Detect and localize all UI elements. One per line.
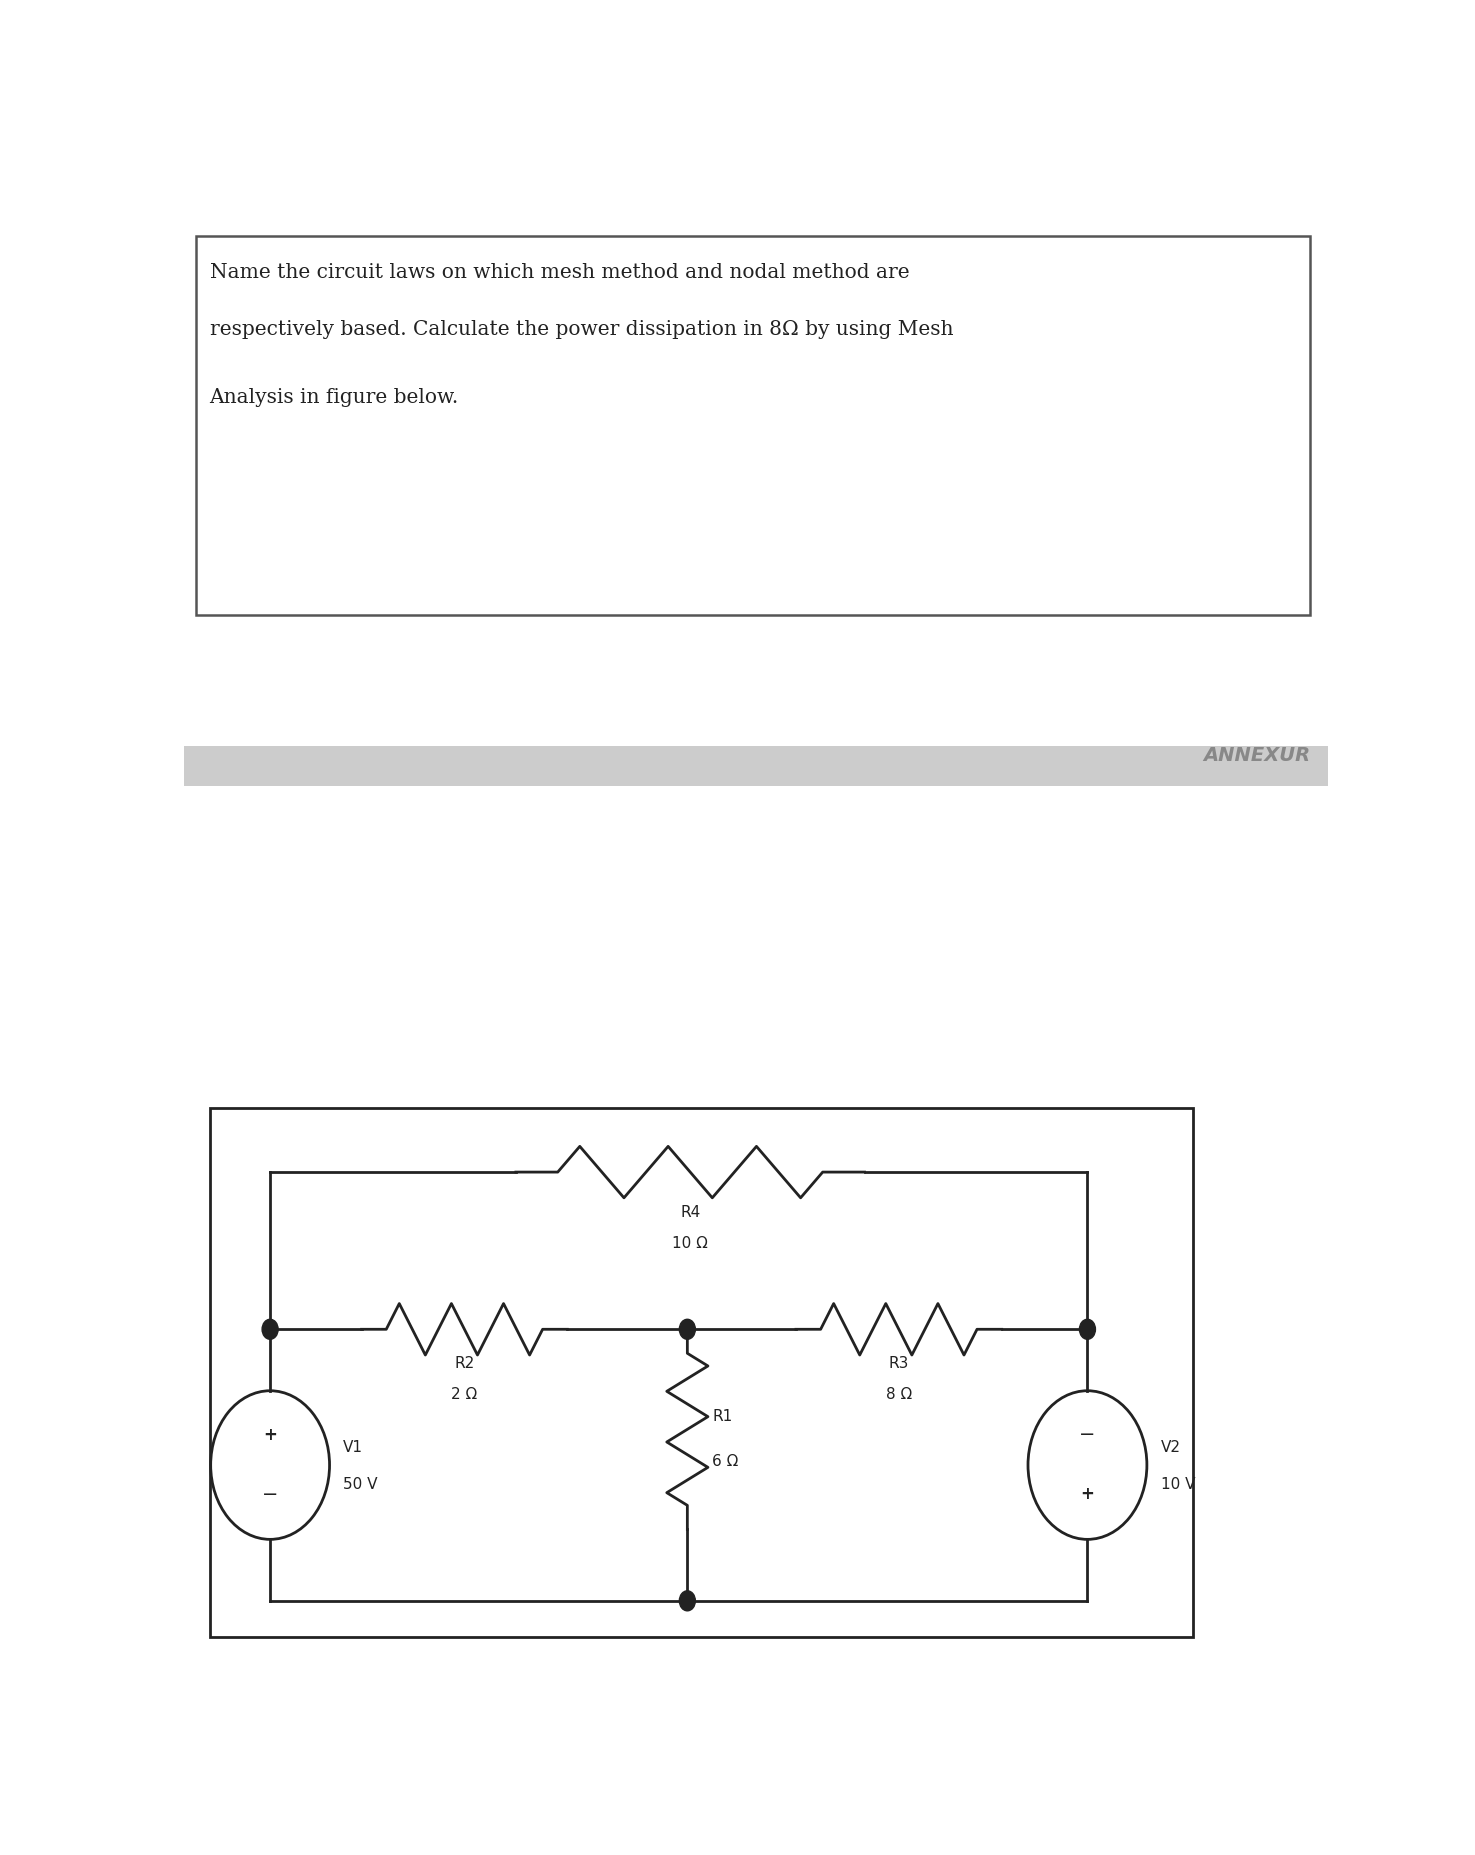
Bar: [209, 1107, 1193, 1636]
Text: 50 V: 50 V: [344, 1477, 378, 1491]
Text: 10 Ω: 10 Ω: [673, 1235, 708, 1250]
Text: +: +: [263, 1425, 277, 1443]
Text: 2 Ω: 2 Ω: [451, 1388, 478, 1402]
Text: ANNEXUR: ANNEXUR: [1204, 746, 1310, 764]
Text: 6 Ω: 6 Ω: [712, 1454, 739, 1469]
Circle shape: [1080, 1319, 1096, 1339]
Text: 8 Ω: 8 Ω: [885, 1388, 912, 1402]
Circle shape: [680, 1592, 695, 1610]
Text: Name the circuit laws on which mesh method and nodal method are: Name the circuit laws on which mesh meth…: [209, 263, 909, 282]
Text: V1: V1: [344, 1439, 363, 1454]
Circle shape: [263, 1319, 279, 1339]
Text: Analysis in figure below.: Analysis in figure below.: [209, 388, 459, 406]
Bar: [196, 237, 1310, 616]
Text: R3: R3: [888, 1356, 909, 1371]
Text: R1: R1: [712, 1408, 733, 1423]
Circle shape: [680, 1319, 695, 1339]
Text: R4: R4: [680, 1204, 701, 1219]
Text: +: +: [1081, 1484, 1094, 1503]
Text: R2: R2: [454, 1356, 475, 1371]
Text: 10 V: 10 V: [1161, 1477, 1195, 1491]
Text: −: −: [263, 1484, 279, 1503]
Bar: [184, 748, 1328, 787]
Text: −: −: [1080, 1425, 1096, 1443]
Text: V2: V2: [1161, 1439, 1180, 1454]
Text: respectively based. Calculate the power dissipation in 8Ω by using Mesh: respectively based. Calculate the power …: [209, 321, 953, 339]
